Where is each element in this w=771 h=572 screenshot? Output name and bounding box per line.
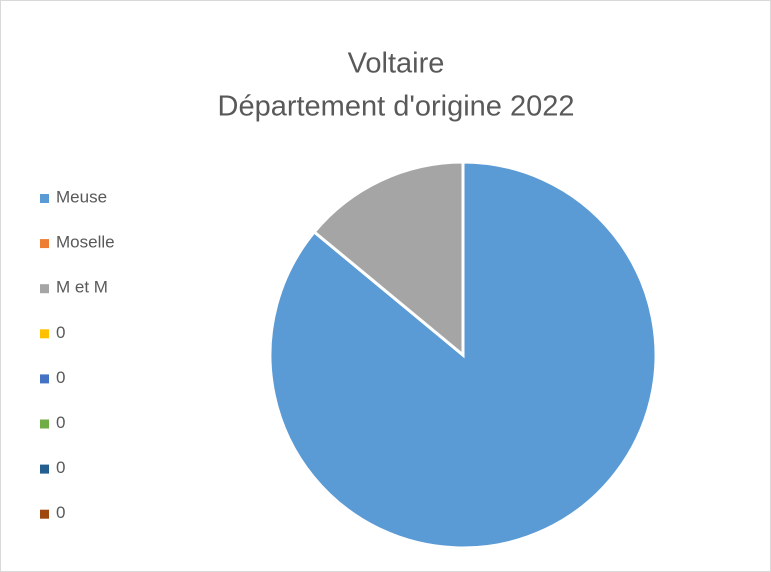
legend-swatch [40, 239, 49, 249]
legend-swatch [40, 374, 49, 384]
legend-swatch [40, 194, 49, 203]
legend-label: 0 [56, 368, 65, 387]
legend-swatch [40, 329, 49, 339]
legend-label: Meuse [56, 187, 107, 206]
legend-label: 0 [56, 323, 65, 342]
legend-label: Moselle [56, 233, 115, 252]
legend-swatch [40, 419, 49, 429]
legend-label: 0 [56, 413, 65, 432]
legend-label: 0 [56, 458, 65, 477]
pie-slice [312, 160, 465, 359]
chart-title: Voltaire [348, 48, 445, 80]
legend-swatch [40, 509, 49, 519]
legend-swatch [40, 284, 49, 294]
legend-label: 0 [56, 503, 65, 522]
legend-label: M et M [56, 278, 108, 297]
legend-swatch [40, 464, 49, 474]
chart-subtitle: Département d'origine 2022 [218, 91, 575, 123]
